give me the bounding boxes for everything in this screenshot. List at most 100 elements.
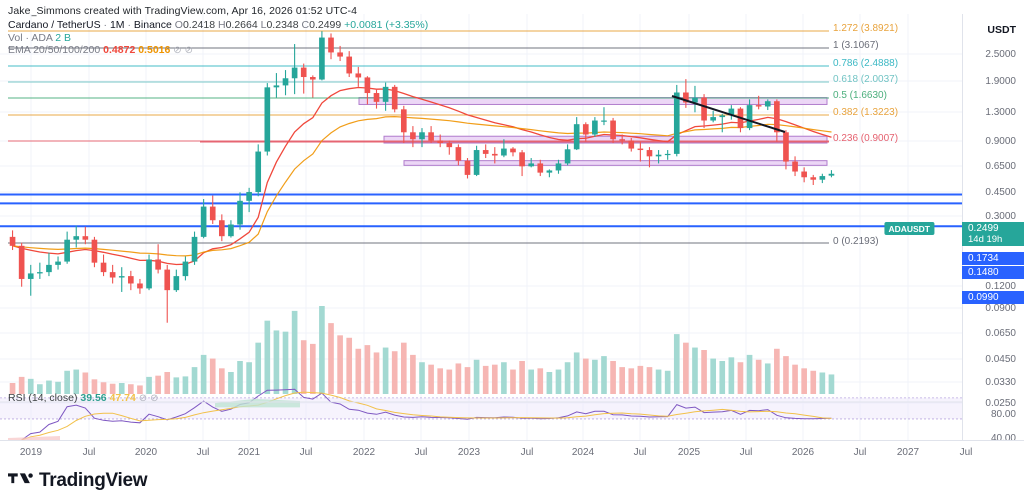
candle (9, 236, 16, 246)
volume-bar (810, 370, 817, 394)
volume-bar (309, 343, 316, 394)
legend-volume-title: Vol · ADA (8, 31, 53, 44)
time-tick: 2025 (677, 447, 701, 458)
candle (683, 92, 689, 103)
volume-bar (410, 354, 416, 394)
volume-bar (391, 351, 398, 394)
volume-bar (173, 377, 180, 394)
volume-bar (100, 382, 107, 394)
candle (64, 239, 70, 262)
volume-bar (546, 372, 553, 394)
price-tick: 80.00 (990, 409, 1016, 420)
volume-bar (819, 372, 826, 394)
candle (637, 148, 644, 151)
candle (592, 120, 598, 135)
rsi-legend[interactable]: RSI (14, close) 39.56 47.74 ⊘ ⊘ (8, 392, 158, 404)
time-tick: Jul (414, 447, 428, 458)
current-price-badge[interactable]: 0.2499 14d 19h (962, 222, 1024, 246)
candle (209, 206, 216, 221)
rsi-ma-line (21, 391, 832, 440)
volume-bar (200, 354, 207, 394)
candle (446, 143, 453, 148)
candle (18, 245, 25, 279)
volume-bar (273, 330, 280, 394)
volume-bar (746, 354, 753, 394)
candle (228, 224, 234, 237)
candle (628, 140, 635, 149)
time-tick: Jul (520, 447, 534, 458)
volume-bar (792, 364, 798, 394)
candle (610, 120, 616, 140)
candle (573, 124, 580, 150)
time-tick: Jul (82, 447, 96, 458)
candle (82, 236, 89, 240)
candle (455, 147, 462, 161)
volume-bar (673, 334, 680, 394)
candle (246, 192, 252, 201)
volume-bars (9, 306, 835, 394)
volume-bar (237, 361, 243, 394)
volume-bar (164, 372, 171, 394)
candle (501, 148, 507, 156)
ohlc-change: +0.0081 (344, 19, 383, 31)
time-tick: 2022 (352, 447, 376, 458)
time-tick: Jul (739, 447, 753, 458)
legend-volume-row[interactable]: Vol · ADA 2 B (8, 32, 428, 45)
volume-bar (501, 362, 507, 394)
volume-bar (801, 368, 807, 394)
volume-bar (519, 361, 525, 394)
time-tick: 2024 (571, 447, 595, 458)
time-scale[interactable]: 2019 Jul 2020 Jul 2021 Jul 2022 Jul 2023 Jul 2024 J… (0, 440, 1024, 464)
price-level-badge-1480[interactable]: 0.1480 (962, 266, 1024, 279)
volume-bar (582, 358, 589, 394)
time-tick: 2020 (134, 447, 158, 458)
candle (328, 37, 334, 53)
volume-bar (300, 340, 307, 394)
ema-fast-line (12, 86, 832, 266)
volume-bar (228, 372, 234, 394)
price-scale-currency: USDT (987, 24, 1016, 36)
candle (783, 132, 789, 162)
legend-ema-row[interactable]: EMA 20/50/100/200 0.4872 0.5016 ⊘ ⊘ (8, 44, 428, 58)
volume-bar (73, 369, 80, 394)
price-scale[interactable]: USDT 2.5000 1.9000 1.3000 0.9000 0.6500 0.450… (962, 14, 1024, 444)
eye-off-icon[interactable]: ⊘ (173, 45, 182, 56)
volume-bar (46, 380, 52, 394)
eye-off-icon[interactable]: ⊘ (184, 45, 193, 56)
fib-level-label: 0.786 (2.4888) (833, 58, 899, 69)
time-tick: 2019 (19, 447, 43, 458)
volume-bar (346, 337, 353, 394)
candle (528, 163, 535, 167)
time-tick: Jul (853, 447, 867, 458)
time-tick: Jul (633, 447, 647, 458)
volume-bar (37, 384, 43, 394)
volume-bar (319, 306, 325, 394)
volume-bar (91, 379, 98, 394)
eye-off-icon[interactable]: ⊘ (138, 393, 148, 404)
volume-bar (291, 310, 298, 394)
ema-slow-line (12, 115, 832, 257)
candle (810, 177, 817, 180)
volume-bar (109, 383, 116, 394)
candle (555, 163, 562, 171)
volume-bar (446, 369, 453, 394)
volume-bar (655, 369, 662, 394)
candle (673, 92, 680, 154)
legend-interval[interactable]: 1M (109, 19, 125, 31)
price-level-badge-1734[interactable]: 0.1734 (962, 252, 1024, 265)
volume-bar (191, 367, 198, 394)
volume-bar (128, 384, 134, 394)
eye-off-icon[interactable]: ⊘ (150, 393, 159, 404)
trendline (671, 95, 786, 133)
price-level-badge-0990[interactable]: 0.0990 (962, 291, 1024, 304)
chart-canvas[interactable] (0, 14, 962, 440)
legend-exchange[interactable]: Binance (133, 19, 172, 31)
legend-ema-value-2: 0.5016 (138, 44, 171, 56)
time-tick: 2027 (896, 447, 920, 458)
candle (27, 273, 34, 279)
volume-bar (264, 320, 271, 394)
legend-symbol-row[interactable]: Cardano / TetherUS · 1M · Binance O0.241… (8, 19, 428, 32)
ohlc-open-label: O (174, 19, 183, 31)
legend-symbol[interactable]: Cardano / TetherUS (8, 19, 101, 31)
